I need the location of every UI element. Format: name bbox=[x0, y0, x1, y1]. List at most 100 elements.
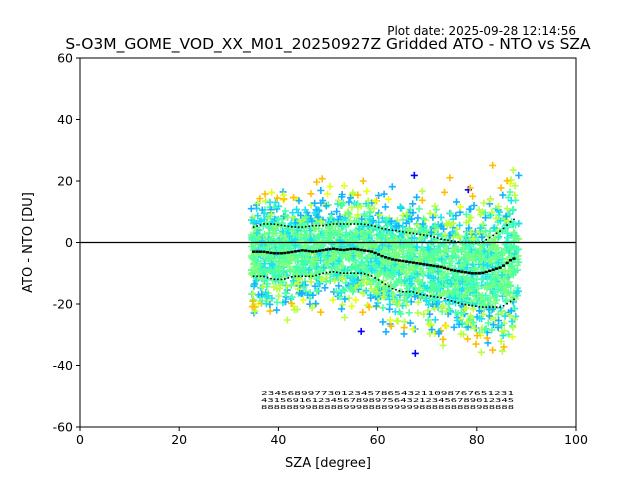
scatter-point bbox=[511, 233, 518, 241]
scatter-point bbox=[292, 251, 300, 259]
scatter-point bbox=[329, 260, 337, 268]
series-point bbox=[321, 249, 325, 252]
series-point bbox=[478, 305, 481, 308]
scatter-point bbox=[409, 325, 417, 333]
scatter-point bbox=[475, 206, 483, 214]
scatter-point bbox=[401, 238, 409, 245]
scatter-point bbox=[286, 255, 294, 263]
scatter-point bbox=[420, 310, 428, 318]
series-point bbox=[401, 259, 405, 263]
scatter-point bbox=[258, 283, 266, 291]
series-point bbox=[311, 275, 314, 278]
y-tick-label: 20 bbox=[57, 174, 73, 189]
scatter-point bbox=[275, 258, 283, 266]
scatter-point bbox=[470, 202, 478, 209]
scatter-point bbox=[472, 340, 480, 348]
series-point bbox=[345, 248, 349, 251]
scatter-point bbox=[420, 282, 428, 290]
scatter-point bbox=[387, 322, 395, 330]
scatter-point bbox=[418, 196, 426, 204]
scatter-point bbox=[503, 205, 511, 213]
scatter-point bbox=[331, 264, 339, 272]
scatter-point bbox=[410, 171, 418, 179]
scatter-point bbox=[424, 244, 432, 251]
series-point bbox=[352, 247, 356, 251]
scatter-point bbox=[301, 206, 309, 214]
series-point bbox=[499, 306, 501, 308]
scatter-point bbox=[311, 282, 319, 290]
scatter-point bbox=[499, 332, 507, 340]
scatter-point bbox=[267, 210, 275, 218]
scatter-point bbox=[260, 267, 268, 275]
scatter-point bbox=[280, 254, 288, 262]
scatter-point bbox=[511, 182, 519, 190]
scatter-point bbox=[394, 253, 402, 261]
series-point bbox=[290, 250, 294, 254]
scatter-point bbox=[417, 227, 425, 235]
scatter-point bbox=[502, 212, 510, 220]
series-point bbox=[425, 263, 429, 266]
scatter-point bbox=[485, 312, 493, 320]
scatter-point bbox=[405, 309, 413, 317]
series-point bbox=[463, 271, 467, 274]
series-point bbox=[360, 272, 362, 274]
series-point bbox=[395, 288, 397, 291]
series-point bbox=[311, 224, 314, 227]
scatter-point bbox=[422, 297, 430, 305]
scatter-point bbox=[289, 227, 297, 235]
scatter-point bbox=[464, 335, 472, 343]
scatter-point bbox=[409, 200, 417, 208]
series-point bbox=[263, 223, 265, 225]
scatter-point bbox=[475, 228, 483, 236]
scatter-point bbox=[260, 252, 268, 259]
series-point bbox=[416, 292, 418, 294]
scatter-point bbox=[310, 256, 317, 263]
series-point bbox=[398, 290, 401, 292]
series-point bbox=[502, 264, 506, 267]
scatter-point bbox=[342, 231, 350, 239]
series-lower_band bbox=[252, 271, 515, 308]
scatter-point bbox=[470, 240, 478, 248]
scatter-point bbox=[365, 215, 373, 223]
series-point bbox=[272, 252, 276, 255]
scatter-point bbox=[400, 324, 408, 332]
scatter-point bbox=[403, 210, 410, 218]
scatter-point bbox=[457, 309, 465, 317]
scatter-point bbox=[283, 282, 291, 290]
series-point bbox=[456, 270, 460, 273]
scatter-point bbox=[512, 289, 520, 297]
series-point bbox=[395, 229, 397, 232]
scatter-point bbox=[288, 299, 296, 307]
scatter-point bbox=[427, 321, 435, 329]
scatter-point bbox=[440, 259, 448, 267]
series-point bbox=[450, 300, 453, 302]
scatter-point bbox=[337, 289, 345, 297]
series-point bbox=[307, 249, 311, 253]
scatter-point bbox=[250, 266, 258, 274]
scatter-point bbox=[375, 245, 383, 253]
scatter-point bbox=[427, 229, 435, 236]
scatter-point bbox=[341, 214, 349, 222]
scatter-point bbox=[475, 307, 483, 315]
scatter-point bbox=[386, 295, 393, 303]
series-point bbox=[357, 223, 359, 225]
series-point bbox=[488, 306, 491, 308]
series-point bbox=[380, 254, 384, 258]
scatter-point bbox=[498, 327, 506, 335]
scatter-point bbox=[390, 249, 398, 257]
scatter-point bbox=[362, 287, 370, 295]
scatter-point bbox=[282, 211, 290, 219]
x-axis-ticks: 0 20 40 60 80 100 bbox=[76, 427, 588, 447]
series-point bbox=[311, 250, 315, 253]
scatter-point bbox=[442, 220, 450, 227]
scatter-point bbox=[312, 206, 320, 214]
scatter-point bbox=[496, 217, 504, 225]
scatter-point bbox=[333, 208, 341, 216]
series-median bbox=[252, 247, 516, 275]
series-point bbox=[391, 229, 394, 231]
scatter-point bbox=[440, 225, 448, 233]
series-point bbox=[390, 258, 395, 261]
scatter-point bbox=[275, 292, 283, 300]
scatter-point bbox=[509, 166, 517, 174]
scatter-point bbox=[509, 271, 517, 279]
